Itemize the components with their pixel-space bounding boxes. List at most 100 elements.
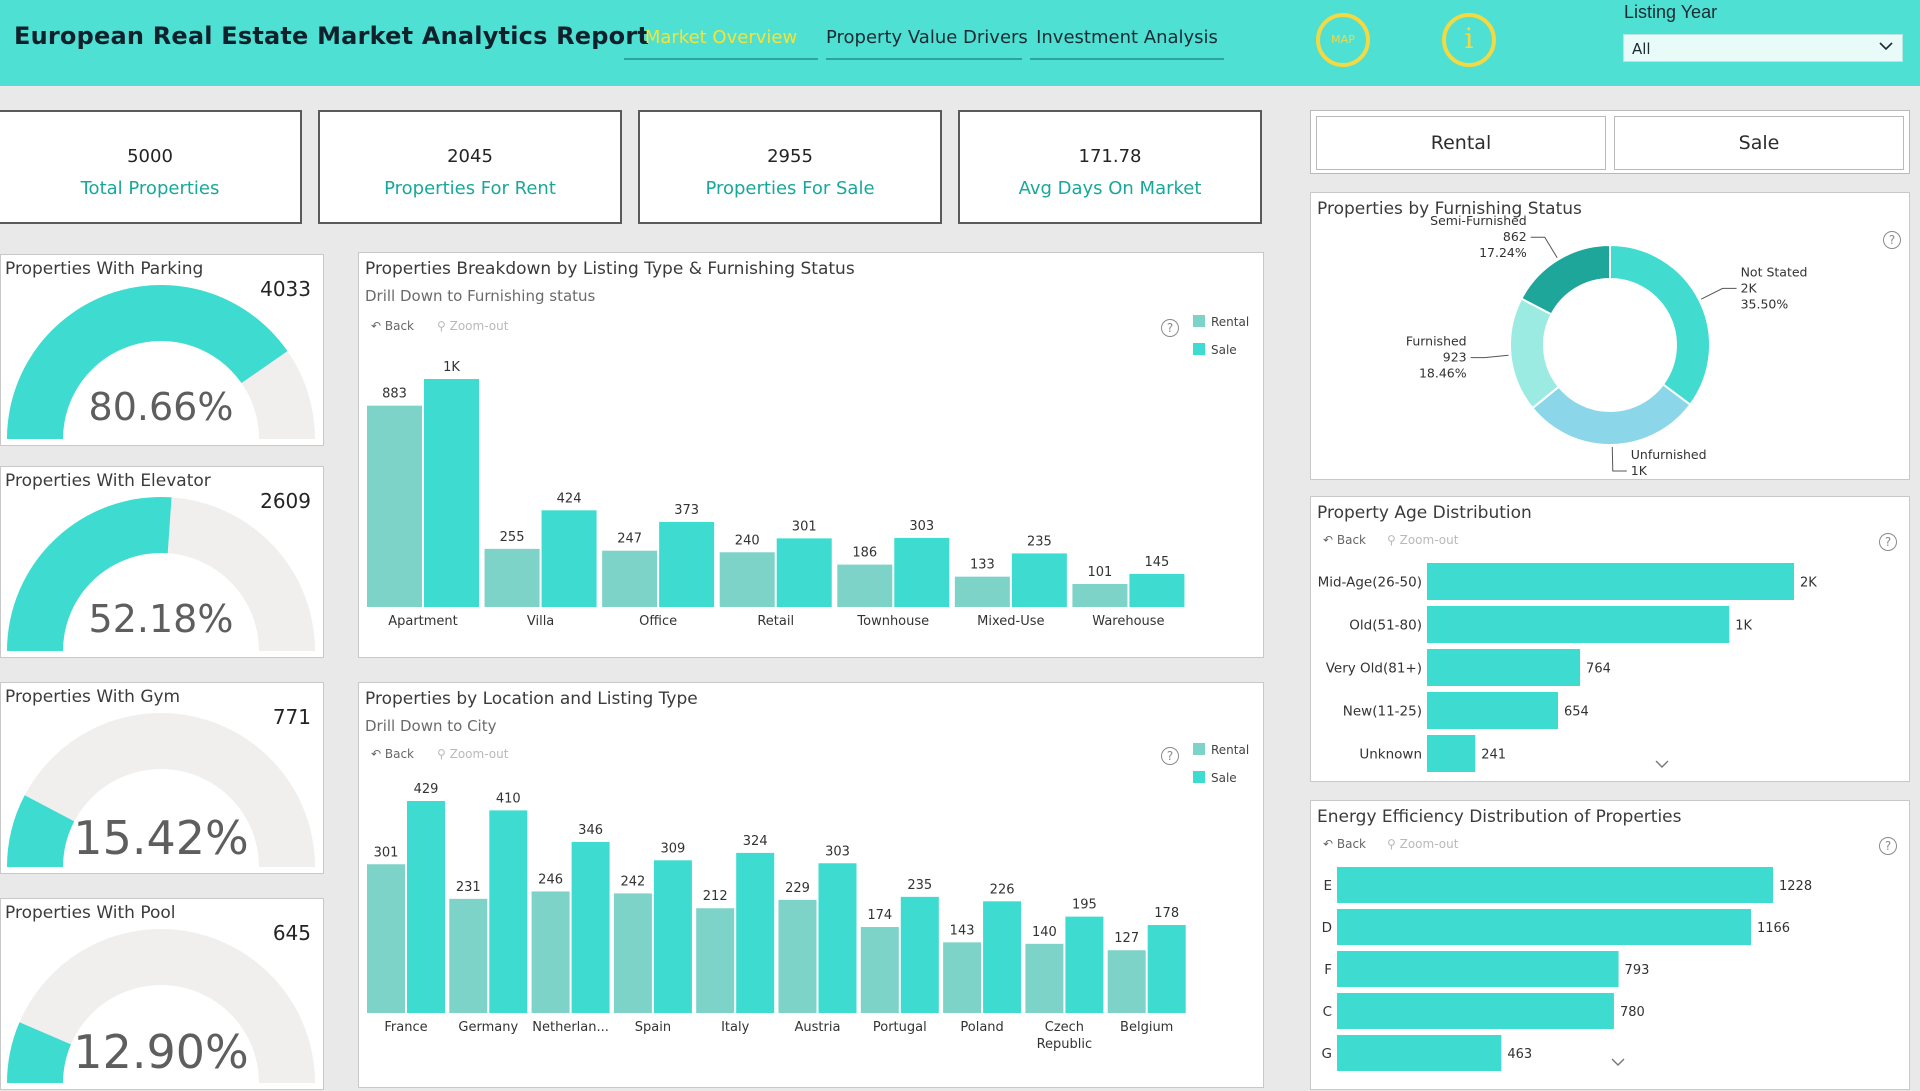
- tab-investment-analysis[interactable]: Investment Analysis: [1030, 24, 1224, 60]
- bar-rental[interactable]: [778, 899, 817, 1013]
- chevron-down-icon[interactable]: [1611, 1057, 1625, 1067]
- bar[interactable]: [1337, 1035, 1502, 1071]
- data-label: 301: [792, 519, 817, 534]
- bar-sale[interactable]: [1147, 925, 1186, 1013]
- gauge-count: 645: [272, 921, 311, 945]
- gauge-percent: 52.18%: [88, 597, 234, 641]
- bar-rental[interactable]: [1025, 943, 1064, 1013]
- tab-market-overview[interactable]: Market Overview: [624, 24, 818, 60]
- legend-swatch: [1193, 343, 1205, 355]
- help-icon[interactable]: ?: [1161, 319, 1179, 337]
- bar-sale[interactable]: [1011, 553, 1067, 607]
- info-icon[interactable]: i: [1442, 13, 1496, 67]
- bar[interactable]: [1427, 692, 1559, 729]
- gauge-title: Properties With Gym: [5, 687, 181, 707]
- gauge-count: 771: [272, 705, 311, 729]
- zoom-out-button[interactable]: ⚲ Zoom-out: [437, 319, 508, 333]
- bar-rental[interactable]: [367, 864, 405, 1013]
- x-tick-label: Warehouse: [1092, 614, 1164, 629]
- back-button[interactable]: ↶ Back: [371, 747, 414, 761]
- slice-percent: 18.46%: [1419, 366, 1467, 381]
- bar-rental[interactable]: [943, 942, 982, 1013]
- back-button[interactable]: ↶ Back: [1323, 837, 1366, 851]
- bar-sale[interactable]: [983, 901, 1022, 1013]
- bar[interactable]: [1337, 867, 1773, 903]
- bar-rental[interactable]: [696, 908, 735, 1013]
- data-label: 246: [538, 872, 563, 887]
- zoom-out-button[interactable]: ⚲ Zoom-out: [1387, 533, 1458, 547]
- help-icon[interactable]: ?: [1883, 231, 1901, 249]
- bar-rental[interactable]: [484, 548, 540, 607]
- back-button[interactable]: ↶ Back: [1323, 533, 1366, 547]
- x-tick-label: Mixed-Use: [977, 614, 1044, 629]
- help-icon[interactable]: ?: [1161, 747, 1179, 765]
- zoom-out-button[interactable]: ⚲ Zoom-out: [1387, 837, 1458, 851]
- data-label: 101: [1088, 565, 1113, 580]
- help-icon[interactable]: ?: [1879, 837, 1897, 855]
- x-tick-label: Villa: [527, 614, 554, 629]
- bar-rental[interactable]: [449, 898, 488, 1013]
- map-icon[interactable]: MAP: [1316, 13, 1370, 67]
- bar[interactable]: [1427, 563, 1794, 600]
- sale-button[interactable]: Sale: [1614, 116, 1904, 170]
- bar-rental[interactable]: [719, 552, 775, 607]
- bar-rental[interactable]: [860, 927, 899, 1013]
- bar[interactable]: [1427, 606, 1730, 643]
- bar[interactable]: [1337, 993, 1614, 1029]
- gauge-fill: [7, 795, 75, 867]
- bar-rental[interactable]: [613, 893, 652, 1013]
- back-button[interactable]: ↶ Back: [371, 319, 414, 333]
- bar-rental[interactable]: [367, 405, 422, 607]
- bar-rental[interactable]: [837, 564, 893, 607]
- x-tick-label: Italy: [721, 1020, 750, 1035]
- bar-sale[interactable]: [894, 537, 950, 607]
- bar-sale[interactable]: [659, 521, 715, 607]
- bar[interactable]: [1427, 649, 1581, 686]
- donut-slice-unfurnished[interactable]: [1531, 382, 1692, 446]
- gauge-track: [7, 929, 315, 1083]
- help-icon[interactable]: ?: [1879, 533, 1897, 551]
- bar-sale[interactable]: [1065, 916, 1104, 1013]
- legend-sale: Sale: [1193, 771, 1237, 785]
- chevron-down-icon[interactable]: [1655, 759, 1669, 769]
- legend-label: Sale: [1211, 343, 1237, 357]
- zoom-out-button[interactable]: ⚲ Zoom-out: [437, 747, 508, 761]
- bar[interactable]: [1337, 909, 1751, 945]
- y-tick-label: Unknown: [1359, 747, 1422, 763]
- gauge-title: Properties With Elevator: [5, 471, 211, 491]
- bar-sale[interactable]: [900, 896, 939, 1013]
- data-label: 373: [674, 503, 699, 518]
- tab-property-value-drivers[interactable]: Property Value Drivers: [826, 24, 1028, 60]
- bar[interactable]: [1427, 735, 1476, 772]
- bar-sale[interactable]: [424, 379, 479, 607]
- bar-sale[interactable]: [1129, 573, 1185, 607]
- bar-rental[interactable]: [531, 891, 570, 1013]
- bar-sale[interactable]: [571, 842, 610, 1013]
- slice-value: 923: [1443, 350, 1467, 365]
- bar-sale[interactable]: [407, 801, 445, 1013]
- kpi-label: Properties For Rent: [384, 178, 556, 199]
- x-tick-label: Spain: [635, 1020, 671, 1035]
- bar-sale[interactable]: [736, 852, 775, 1013]
- bar[interactable]: [1337, 951, 1619, 987]
- bar-sale[interactable]: [776, 538, 832, 607]
- panel-energy-efficiency: Energy Efficiency Distribution of Proper…: [1310, 800, 1910, 1090]
- rental-button[interactable]: Rental: [1316, 116, 1606, 170]
- bar-rental[interactable]: [1107, 950, 1146, 1013]
- kpi-value: 2955: [767, 146, 813, 167]
- data-label: 235: [1027, 534, 1052, 549]
- bar-sale[interactable]: [541, 510, 597, 607]
- donut-slice-not-stated[interactable]: [1609, 243, 1711, 407]
- bar-sale[interactable]: [489, 810, 528, 1013]
- bar-sale[interactable]: [818, 863, 857, 1013]
- bar-rental[interactable]: [602, 550, 658, 607]
- panel-location-listing: Properties by Location and Listing Type …: [358, 682, 1264, 1088]
- slice-percent: 17.24%: [1479, 245, 1527, 260]
- listing-year-dropdown[interactable]: All: [1623, 34, 1903, 62]
- bar-sale[interactable]: [653, 860, 692, 1013]
- bar-rental[interactable]: [1072, 583, 1128, 607]
- gauge-pool: Properties With Pool 645 12.90%: [0, 898, 324, 1090]
- x-tick-label: Republic: [1037, 1037, 1093, 1052]
- donut-slice-semi-furnished[interactable]: [1520, 243, 1611, 316]
- bar-rental[interactable]: [954, 576, 1010, 607]
